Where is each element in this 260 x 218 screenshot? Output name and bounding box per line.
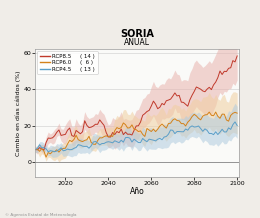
Y-axis label: Cambio en días cálidos (%): Cambio en días cálidos (%) — [15, 70, 21, 156]
Text: SORIA: SORIA — [120, 29, 154, 39]
Text: © Agencia Estatal de Meteorología: © Agencia Estatal de Meteorología — [5, 213, 77, 217]
Text: ANUAL: ANUAL — [124, 38, 150, 47]
Legend: RCP8.5     ( 14 ), RCP6.0     (  6 ), RCP4.5     ( 13 ): RCP8.5 ( 14 ), RCP6.0 ( 6 ), RCP4.5 ( 13… — [37, 51, 98, 74]
X-axis label: Año: Año — [130, 187, 145, 196]
